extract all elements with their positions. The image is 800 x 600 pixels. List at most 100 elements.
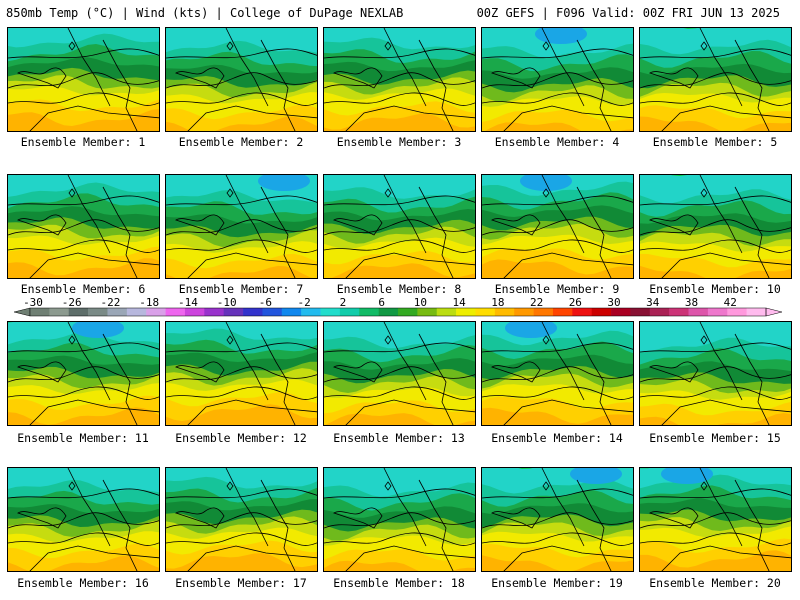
colorbar-swatch [533, 308, 554, 316]
colorbar-swatch [30, 308, 50, 316]
colorbar-tick-label: -10 [216, 296, 237, 309]
colorbar-tick-label: 6 [378, 296, 385, 309]
ensemble-member-label: Ensemble Member: 15 [649, 431, 781, 445]
ensemble-member-label: Ensemble Member: 5 [652, 135, 778, 149]
colorbar-swatch [727, 308, 747, 316]
colorbar-swatch [707, 308, 728, 316]
colorbar-swatch [630, 308, 651, 316]
ensemble-member-label: Ensemble Member: 20 [649, 576, 781, 590]
temperature-map [640, 322, 791, 425]
temperature-map [324, 175, 475, 278]
temperature-map [324, 468, 475, 571]
ensemble-member-panel [323, 467, 476, 572]
temperature-map [640, 175, 791, 278]
colorbar-swatch [552, 308, 573, 316]
colorbar-swatch [456, 308, 476, 316]
colorbar-tick-label: 2 [339, 296, 347, 309]
ensemble-member-label: Ensemble Member: 17 [175, 576, 307, 590]
ensemble-member-label: Ensemble Member: 6 [20, 282, 146, 296]
ensemble-member-panel [323, 174, 476, 279]
temperature-map [482, 468, 633, 571]
ensemble-member-panel [7, 321, 160, 426]
ensemble-member-panel [165, 467, 318, 572]
colorbar-swatch [184, 308, 205, 316]
colorbar-tick-label: -26 [61, 296, 82, 309]
ensemble-member-panel [7, 174, 160, 279]
ensemble-member-label: Ensemble Member: 16 [17, 576, 149, 590]
ensemble-member-label: Ensemble Member: 4 [494, 135, 620, 149]
colorbar-swatch [301, 308, 321, 316]
ensemble-member-label: Ensemble Member: 11 [17, 431, 149, 445]
temperature-map [8, 322, 159, 425]
colorbar-tick-label: 18 [491, 296, 505, 309]
colorbar-swatch [339, 308, 360, 316]
ensemble-member-panel [323, 27, 476, 132]
temperature-map [166, 175, 317, 278]
colorbar-swatch [281, 308, 302, 316]
colorbar-swatch [126, 308, 147, 316]
colorbar-swatch [49, 308, 70, 316]
colorbar-swatch [243, 308, 263, 316]
colorbar-swatch [398, 308, 418, 316]
ensemble-member-panel [323, 321, 476, 426]
temperature-map [482, 322, 633, 425]
colorbar-swatch [107, 308, 128, 316]
ensemble-member-label: Ensemble Member: 18 [333, 576, 465, 590]
ensemble-member-label: Ensemble Member: 1 [20, 135, 146, 149]
colorbar-swatch [68, 308, 89, 316]
colorbar-tick-label: -18 [139, 296, 160, 309]
temperature-map [8, 175, 159, 278]
temperature-map [640, 28, 791, 131]
colorbar-tick-label: 38 [684, 296, 699, 309]
colorbar-tick-label: 34 [646, 296, 660, 309]
colorbar-swatch [475, 308, 496, 316]
colorbar-swatch [378, 308, 399, 316]
colorbar-high-arrow [765, 307, 783, 317]
colorbar-swatch [88, 308, 108, 316]
ensemble-member-panel [481, 321, 634, 426]
colorbar-tick-label: -14 [178, 296, 198, 309]
ensemble-member-panel [481, 174, 634, 279]
ensemble-member-label: Ensemble Member: 9 [494, 282, 620, 296]
colorbar-tick-label: -2 [297, 296, 311, 309]
temperature-map [166, 322, 317, 425]
colorbar-swatch [688, 308, 709, 316]
colorbar-swatch [417, 308, 438, 316]
ensemble-member-label: Ensemble Member: 13 [333, 431, 465, 445]
colorbar-swatch [146, 308, 166, 316]
ensemble-member-panel [7, 27, 160, 132]
temperature-colorbar [13, 307, 783, 317]
temperature-map [8, 28, 159, 131]
ensemble-member-label: Ensemble Member: 10 [649, 282, 781, 296]
colorbar-swatch [669, 308, 689, 316]
colorbar-tick-label: 14 [452, 296, 466, 309]
temperature-map [324, 28, 475, 131]
colorbar-swatch [611, 308, 631, 316]
colorbar-swatch [436, 308, 457, 316]
colorbar-swatch [572, 308, 592, 316]
ensemble-member-panel [165, 321, 318, 426]
ensemble-member-panel [639, 321, 792, 426]
chart-title-right: 00Z GEFS | F096 Valid: 00Z FRI JUN 13 20… [476, 6, 780, 20]
colorbar-swatch [223, 308, 244, 316]
ensemble-member-panel [639, 174, 792, 279]
colorbar-tick-label: -22 [100, 296, 121, 309]
colorbar-swatch [591, 308, 612, 316]
colorbar-swatch [746, 308, 767, 316]
temperature-map [324, 322, 475, 425]
chart-title-left: 850mb Temp (°C) | Wind (kts) | College o… [6, 6, 404, 20]
colorbar-low-arrow [13, 307, 31, 317]
colorbar-tick-label: -6 [258, 296, 273, 309]
ensemble-member-label: Ensemble Member: 3 [336, 135, 462, 149]
temperature-map [482, 28, 633, 131]
colorbar-swatch [494, 308, 515, 316]
colorbar-tick-label: 26 [568, 296, 582, 309]
ensemble-member-panel [7, 467, 160, 572]
temperature-map [8, 468, 159, 571]
colorbar-tick-label: -30 [23, 296, 43, 309]
ensemble-member-panel [165, 174, 318, 279]
temperature-map [640, 468, 791, 571]
ensemble-member-panel [639, 27, 792, 132]
colorbar-swatch [204, 308, 224, 316]
colorbar-swatch [359, 308, 379, 316]
